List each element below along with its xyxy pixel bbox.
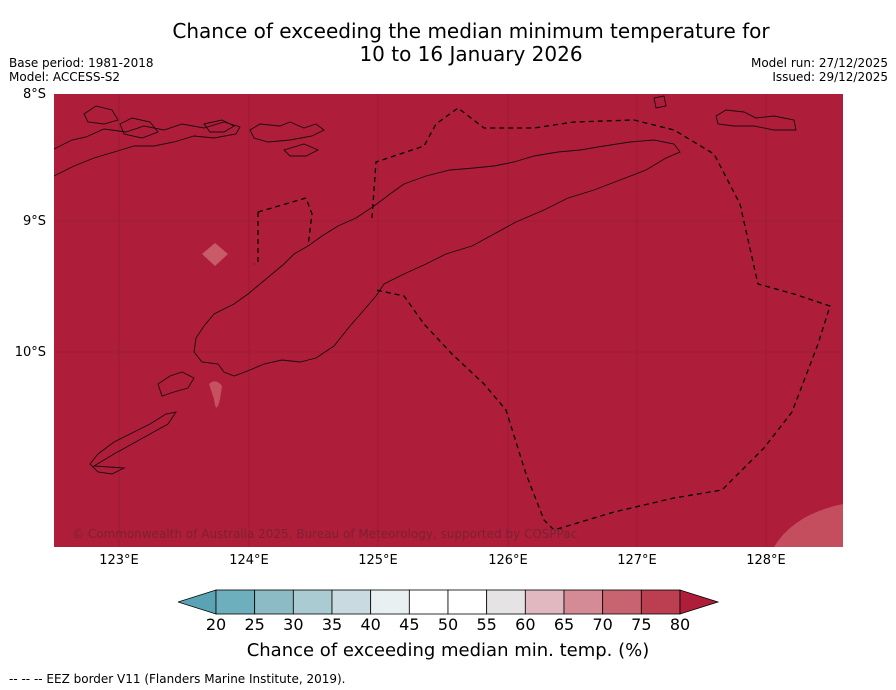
colorbar-tick-40: 40: [360, 615, 381, 634]
colorbar: [178, 589, 720, 615]
graticule: [54, 94, 843, 547]
lon-label-127e: 127°E: [617, 553, 657, 568]
coast-island-6: [715, 109, 797, 131]
colorbar-segment-20-25: [215, 589, 256, 615]
colorbar-segment-50-55: [447, 589, 488, 615]
coastlines: [54, 95, 797, 475]
title-line-2: 10 to 16 January 2026: [359, 42, 583, 66]
lon-label-124e: 124°E: [229, 553, 269, 568]
colorbar-tick-50: 50: [437, 615, 459, 634]
base-period: Base period: 1981-2018: [9, 56, 154, 70]
copyright-notice: © Commonwealth of Australia 2025, Bureau…: [72, 527, 578, 541]
colorbar-arrow-high: [679, 589, 720, 615]
colorbar-tick-60: 60: [515, 615, 536, 634]
colorbar-segments: [178, 589, 720, 615]
eez-segment-2: [257, 197, 313, 247]
colorbar-tick-25: 25: [244, 615, 265, 634]
colorbar-segment-65-70: [563, 589, 604, 615]
lat-label-8s: 8°S: [22, 87, 46, 102]
colorbar-tick-45: 45: [399, 615, 420, 634]
colorbar-segment-55-60: [486, 589, 526, 615]
eez-borders: [253, 107, 831, 531]
colorbar-segment-25-30: [254, 589, 294, 615]
coast-semau: [157, 371, 195, 397]
eez-timor-leste: [371, 107, 831, 531]
coast-rote: [89, 411, 177, 475]
light-patch-1: [202, 243, 228, 266]
colorbar-segment-40-45: [370, 589, 410, 615]
colorbar-tick-20: 20: [205, 615, 227, 634]
lon-label-128e: 128°E: [746, 553, 786, 568]
colorbar-arrow-low: [178, 589, 217, 615]
eez-segment-1: [253, 212, 259, 265]
map-area: [54, 94, 843, 547]
colorbar-tick-65: 65: [553, 615, 575, 634]
coast-island-4: [283, 143, 320, 157]
issued-date: Issued: 29/12/2025: [772, 70, 888, 84]
coast-timor: [193, 139, 681, 377]
map-svg: [54, 94, 843, 547]
lon-label-125e: 125°E: [358, 553, 398, 568]
meta-right: Model run: 27/12/2025 Issued: 29/12/2025: [751, 56, 888, 84]
light-patch-3: [774, 504, 843, 547]
colorbar-segment-70-75: [602, 589, 642, 615]
colorbar-segment-45-50: [408, 589, 449, 615]
colorbar-segment-35-40: [331, 589, 372, 615]
meta-left: Base period: 1981-2018 Model: ACCESS-S2: [9, 56, 154, 84]
lon-label-126e: 126°E: [488, 553, 528, 568]
lat-label-9s: 9°S: [22, 214, 46, 229]
model-run: Model run: 27/12/2025: [750, 56, 888, 70]
coast-flores: [54, 121, 241, 177]
colorbar-segment-60-65: [524, 589, 565, 615]
light-patch-2: [209, 381, 222, 408]
colorbar-tick-75: 75: [631, 615, 652, 634]
colorbar-label: Chance of exceeding median min. temp. (%…: [246, 640, 650, 661]
eez-legend-footer: -- -- -- EEZ border V11 (Flanders Marine…: [9, 672, 346, 686]
coast-island-3: [203, 119, 235, 133]
colorbar-segment-75-80: [640, 589, 681, 615]
colorbar-tick-70: 70: [592, 615, 613, 634]
map-title: Chance of exceeding the median minimum t…: [0, 20, 896, 66]
model-name: Model: ACCESS-S2: [9, 70, 121, 84]
colorbar-tick-35: 35: [321, 615, 343, 634]
coast-island-1: [83, 105, 119, 125]
title-line-1: Chance of exceeding the median minimum t…: [172, 19, 770, 43]
colorbar-tick-30: 30: [283, 615, 304, 634]
coast-island-2: [119, 117, 159, 139]
lat-label-10s: 10°S: [14, 345, 46, 360]
coast-island-5: [653, 95, 667, 109]
coast-alor: [249, 121, 325, 143]
colorbar-tick-80: 80: [669, 615, 691, 634]
colorbar-tick-55: 55: [476, 615, 497, 634]
lon-label-123e: 123°E: [99, 553, 139, 568]
colorbar-segment-30-35: [292, 589, 333, 615]
